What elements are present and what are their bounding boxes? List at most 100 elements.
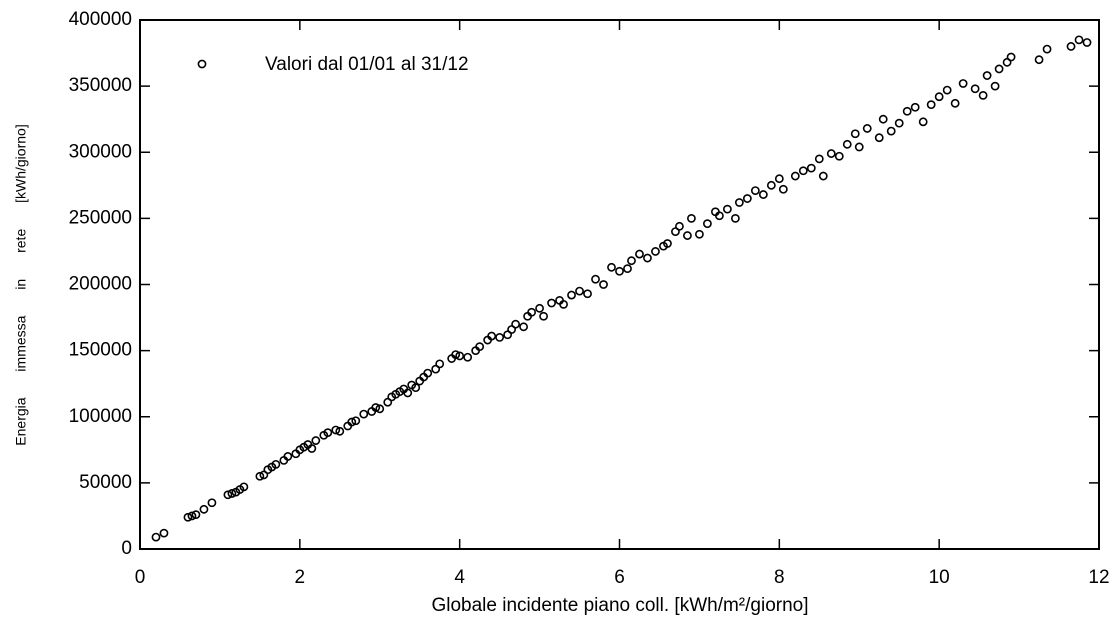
point	[475, 342, 485, 352]
point	[183, 512, 193, 522]
y-tick-label: 250000	[69, 207, 132, 228]
point	[335, 426, 345, 436]
point	[191, 510, 201, 520]
point	[567, 290, 576, 300]
point	[934, 92, 944, 102]
point	[814, 154, 824, 164]
point	[958, 79, 968, 88]
y-axis-label: Energia immessa in rete [kWh/giorno]	[13, 124, 29, 445]
point	[311, 436, 321, 445]
point	[539, 311, 548, 321]
point	[902, 106, 912, 116]
point	[878, 114, 888, 124]
point	[615, 266, 624, 276]
point	[742, 194, 752, 203]
point	[227, 489, 237, 498]
point	[423, 368, 433, 378]
point	[495, 332, 505, 342]
x-tick-label: 8	[774, 567, 785, 588]
point	[151, 532, 161, 542]
point	[411, 383, 421, 393]
point	[766, 180, 776, 190]
point	[511, 319, 521, 329]
y-tick-label: 150000	[69, 340, 132, 361]
point	[583, 289, 592, 299]
x-tick-label: 10	[929, 567, 950, 588]
point	[351, 416, 361, 426]
point	[703, 219, 712, 229]
point	[842, 139, 852, 149]
point	[547, 298, 556, 308]
point	[487, 331, 497, 341]
point	[894, 118, 904, 128]
y-tick-label: 0	[121, 538, 132, 559]
point	[687, 213, 696, 223]
y-tick-label: 400000	[69, 9, 132, 30]
point	[591, 274, 600, 284]
y-tick-label: 300000	[69, 141, 132, 162]
x-axis-label: Globale incidente piano coll. [kWh/m²/gi…	[431, 595, 808, 616]
point	[627, 256, 636, 266]
point	[982, 71, 992, 80]
point	[695, 229, 704, 239]
point	[778, 184, 788, 194]
point	[926, 100, 936, 110]
point	[575, 286, 584, 296]
point	[323, 428, 333, 438]
point	[239, 482, 249, 492]
point	[774, 174, 784, 184]
point	[818, 171, 828, 181]
point	[635, 249, 644, 259]
y-tick-label: 100000	[69, 406, 132, 427]
point	[826, 149, 836, 158]
point	[307, 444, 317, 453]
legend-marker	[197, 59, 207, 69]
point	[527, 307, 536, 317]
point	[714, 211, 724, 221]
point	[790, 171, 800, 181]
point	[1034, 55, 1044, 65]
point	[455, 351, 465, 361]
point	[199, 504, 209, 514]
point	[347, 417, 357, 427]
x-tick-label: 6	[614, 567, 625, 588]
point	[874, 133, 884, 143]
point	[886, 126, 896, 136]
point	[371, 403, 381, 412]
point	[806, 163, 816, 173]
point	[559, 299, 568, 309]
point	[798, 166, 808, 176]
point	[854, 142, 864, 152]
point	[435, 359, 445, 369]
x-tick-label: 12	[1088, 567, 1109, 588]
point	[994, 64, 1004, 74]
point	[758, 190, 768, 199]
point	[375, 404, 385, 414]
point	[255, 471, 265, 481]
point	[599, 280, 608, 289]
y-tick-label: 50000	[79, 472, 132, 493]
point	[834, 151, 844, 161]
point	[1066, 42, 1076, 51]
point	[643, 253, 652, 263]
legend-label: Valori dal 01/01 al 31/12	[265, 54, 469, 75]
x-tick-label: 2	[295, 567, 306, 588]
x-tick-label: 4	[454, 567, 465, 588]
point	[683, 231, 692, 240]
point	[1082, 38, 1092, 47]
y-tick-label: 350000	[69, 75, 132, 96]
point	[1042, 44, 1052, 54]
point	[750, 186, 760, 196]
point	[990, 81, 1000, 91]
point	[663, 239, 672, 248]
y-tick-label: 200000	[69, 274, 132, 295]
point	[623, 264, 632, 274]
point	[734, 198, 744, 207]
point	[722, 204, 732, 214]
point	[862, 124, 872, 133]
point	[970, 84, 980, 94]
point	[651, 247, 660, 256]
point	[910, 102, 920, 112]
point	[942, 85, 952, 95]
